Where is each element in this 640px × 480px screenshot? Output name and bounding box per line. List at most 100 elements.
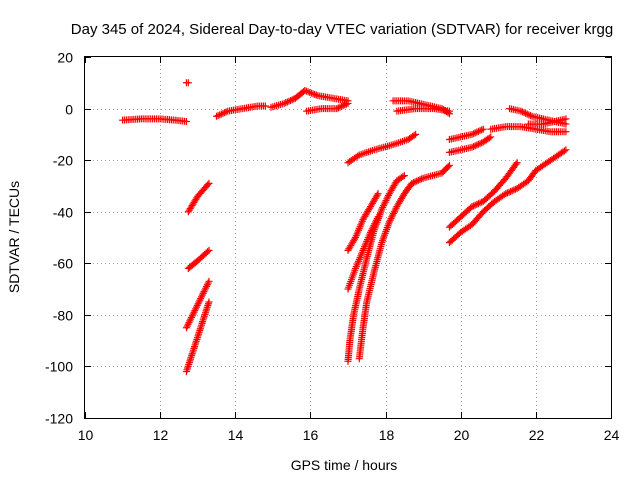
data-point [205,179,213,187]
x-tick-label: 22 [529,427,545,443]
series-22 [524,117,570,128]
data-point [518,108,526,116]
series-9 [182,298,213,376]
data-point [385,218,393,226]
data-point [473,200,481,208]
data-point [197,295,205,303]
y-tick-label: 0 [65,102,73,118]
data-point [194,300,202,308]
data-point [412,130,420,138]
data-point [510,186,518,194]
series-0 [119,115,190,125]
data-point [562,128,570,136]
data-point [344,99,352,107]
data-point [390,208,398,216]
data-point [379,202,387,210]
data-point [204,279,212,287]
y-tick-labels: 20 0 -20 -40 -60 -80 -100 -120 [45,50,73,427]
data-point [304,88,312,96]
data-point [333,105,341,113]
data-point [476,140,484,148]
data-point [196,296,204,304]
series-13 [344,172,408,365]
data-point [400,172,408,180]
data-point [193,301,201,309]
series-8 [184,246,213,272]
data-point [471,142,479,150]
data-point [374,190,382,198]
data-point [192,305,200,313]
data-point [373,215,381,223]
data-point [351,235,359,243]
data-point [309,90,317,98]
data-point [285,97,293,105]
data-point [468,130,476,138]
data-point [191,307,199,315]
series-3 [267,87,352,111]
data-point [478,126,486,134]
data-point [476,199,484,207]
data-point [283,98,291,106]
data-point [339,102,347,110]
y-tick-label: -100 [45,359,73,375]
y-tick-label: -60 [53,256,73,272]
data-point [367,227,375,235]
data-point [311,90,319,98]
data-point [387,215,395,223]
data-point [562,120,570,128]
data-point [188,312,196,320]
data-point [444,163,452,171]
series-4 [303,99,352,115]
data-point [471,201,479,209]
data-point [473,128,481,136]
x-tick-label: 12 [153,427,169,443]
data-point [386,216,394,224]
data-point [216,111,224,119]
data-point [302,87,310,95]
data-point [372,218,380,226]
data-point [370,221,378,229]
data-point [204,181,212,189]
data-point [507,187,515,195]
y-tick-label: 20 [57,50,73,66]
data-point [470,202,478,210]
data-point [307,89,315,97]
data-point [213,112,220,120]
series-15 [344,213,382,293]
data-point [182,324,190,332]
data-point [201,286,209,294]
data-point [306,88,314,96]
series-16 [445,125,487,144]
data-point [334,104,342,112]
data-point [192,303,200,311]
data-point [205,277,213,285]
data-point [562,146,570,154]
data-point [287,96,295,104]
plot-frame [84,56,612,419]
data-point [187,313,195,321]
data-point [374,213,382,221]
x-tick-label: 14 [228,427,244,443]
data-point [505,188,513,196]
data-point [372,216,380,224]
data-point [383,195,391,203]
data-point [282,99,290,107]
data-point [202,282,210,290]
data-point [261,102,269,110]
data-point [418,175,426,183]
x-tick-labels: 10 12 14 16 18 20 22 24 [78,427,620,443]
series-14 [355,161,453,363]
data-point [312,91,320,99]
data-point [280,99,288,107]
data-point [414,176,422,184]
data-point [371,220,379,228]
data-point [474,127,482,135]
series-10 [182,277,213,332]
data-point [187,315,195,323]
data-point [221,109,229,117]
data-point [408,179,416,187]
data-point [186,317,194,325]
data-point [522,109,530,117]
data-point [409,179,417,187]
data-point [468,203,476,211]
